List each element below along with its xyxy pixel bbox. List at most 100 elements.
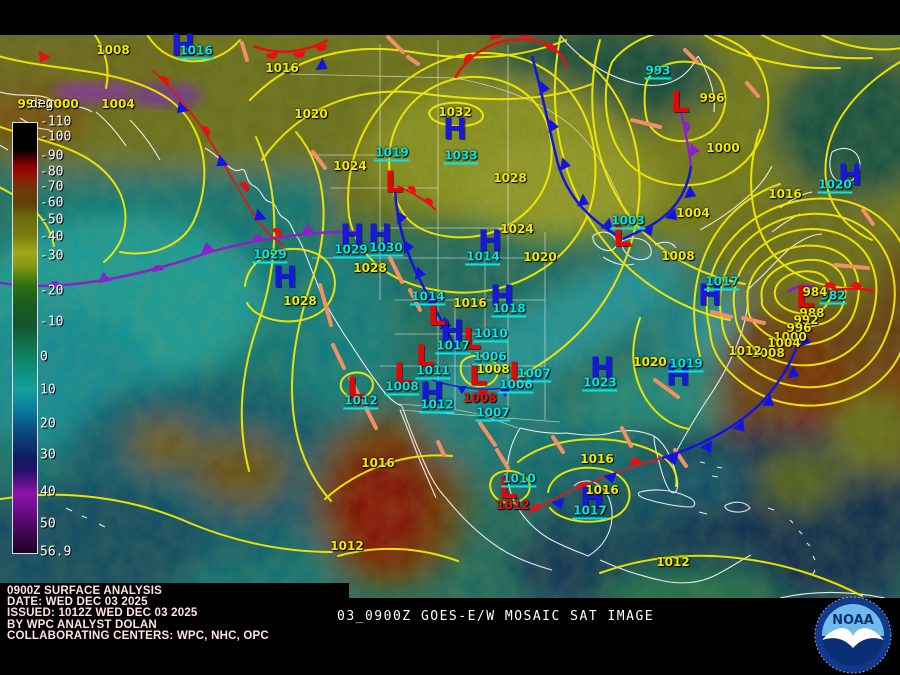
footer-line: ISSUED: 1012Z WED DEC 03 2025 <box>7 607 198 620</box>
isobar-label: 1016 <box>768 187 802 201</box>
svg-text:NOAA: NOAA <box>832 613 874 628</box>
footer-line: BY WPC ANALYST DOLAN <box>7 618 157 631</box>
satellite-image-label: 03_0900Z GOES-E/W MOSAIC SAT IMAGE <box>337 609 655 624</box>
pressure-value-label: 1014 <box>410 289 446 306</box>
high-pressure-center: H <box>339 218 365 253</box>
isobar-label: 1016 <box>265 61 299 75</box>
high-pressure-center: H <box>837 158 863 193</box>
pressure-value-label: 1012 <box>419 397 455 414</box>
isobar-label: 1012 <box>330 539 364 553</box>
isobar-label: 1032 <box>438 105 472 119</box>
pressure-value-label: 1017 <box>704 274 740 291</box>
footer-line: DATE: WED DEC 03 2025 <box>7 596 148 609</box>
isobar-label: 1004 <box>676 206 710 220</box>
colorbar-tick: 30 <box>40 447 56 463</box>
high-pressure-center: H <box>419 376 445 411</box>
low-pressure-center: L <box>468 358 488 393</box>
high-pressure-center: H <box>272 260 298 295</box>
pressure-value-label: 1030 <box>368 240 404 257</box>
pressure-value-label: 993 <box>644 63 672 80</box>
high-pressure-center: H <box>579 481 605 516</box>
isobar-label: 1028 <box>353 261 387 275</box>
colorbar-tick: -90 <box>40 148 64 164</box>
analysis-info-block: 0900Z SURFACE ANALYSIS DATE: WED DEC 03 2… <box>0 583 349 647</box>
high-pressure-center: H <box>170 28 196 63</box>
pressure-value-label: 1020 <box>817 177 853 194</box>
isobar-label: 1024 <box>333 159 367 173</box>
colorbar-tick: -110 <box>40 114 72 130</box>
low-pressure-center: L <box>462 322 482 357</box>
isobar-label: 1012 <box>496 498 530 512</box>
isobar-label: 1008 <box>661 249 695 263</box>
pressure-value-label: 1017 <box>435 338 471 355</box>
isobar-label: 992 <box>793 313 819 327</box>
pressure-value-label: 1033 <box>443 148 479 165</box>
isobar-label: 1008 <box>463 391 497 405</box>
colorbar-tick: -40 <box>40 229 64 245</box>
fronts-layer <box>0 35 875 515</box>
low-pressure-center: L <box>670 85 690 120</box>
isobar-label: 996 <box>786 321 812 335</box>
satellite-background <box>0 35 900 598</box>
high-pressure-center: H <box>697 278 723 313</box>
isobar-label: 1000 <box>706 141 740 155</box>
isobar-label: 1016 <box>580 452 614 466</box>
state-borders-layer <box>289 40 627 429</box>
isobar-label: 1008 <box>96 43 130 57</box>
pressure-value-label: 1008 <box>384 379 420 396</box>
isobar-label: 1024 <box>500 222 534 236</box>
isobar-label: 1004 <box>101 97 135 111</box>
pressure-value-label: 1017 <box>572 503 608 520</box>
footer-line: 0900Z SURFACE ANALYSIS <box>7 585 163 597</box>
top-black-bar <box>0 0 900 35</box>
colorbar-tick: -10 <box>40 314 64 330</box>
pressure-value-label: 1003 <box>610 213 646 230</box>
isobar-label: 984 <box>802 285 828 299</box>
low-pressure-center: L <box>508 356 528 391</box>
high-pressure-center: H <box>367 218 393 253</box>
isobar-label: 1020 <box>294 107 328 121</box>
high-pressure-center: H <box>665 358 691 393</box>
pressure-value-label: 1010 <box>473 326 509 343</box>
colorbar-tick: 10 <box>40 382 56 398</box>
pressure-value-label: 1023 <box>582 375 618 392</box>
pressure-value-label: 1007 <box>516 366 552 383</box>
isobar-label: 1016 <box>361 456 395 470</box>
coastline-layer <box>0 35 886 598</box>
low-pressure-center: L <box>393 357 413 392</box>
colorbar-tick: 40 <box>40 484 56 500</box>
pressure-value-label: 1006 <box>472 349 508 366</box>
pressure-value-label: 1019 <box>668 356 704 373</box>
isobar-label: 1016 <box>453 296 487 310</box>
pressure-value-label: 1019 <box>374 145 410 162</box>
pressure-value-label: 1016 <box>178 43 214 60</box>
pressure-value-label: 1014 <box>465 249 501 266</box>
isobar-label: 1012 <box>728 344 762 358</box>
isobar-label: 988 <box>799 306 825 320</box>
temperature-colorbar <box>12 122 38 554</box>
colorbar-tick: -50 <box>40 212 64 228</box>
high-pressure-center: H <box>477 224 503 259</box>
isobar-label: 1020 <box>523 250 557 264</box>
isobar-label: 1008 <box>751 346 785 360</box>
low-pressure-center: L <box>346 371 366 406</box>
isobar-label: 1008 <box>476 362 510 376</box>
colorbar-tick: -100 <box>40 129 72 145</box>
footer-line: COLLABORATING CENTERS: WPC, NHC, OPC <box>7 629 269 642</box>
colorbar-tick: 20 <box>40 416 56 432</box>
isobar-label: 1020 <box>633 355 667 369</box>
noaa-logo: NOAA <box>814 596 892 674</box>
high-pressure-center: H <box>489 279 515 314</box>
low-pressure-center: L <box>498 471 518 506</box>
low-pressure-center: L <box>415 339 435 374</box>
low-pressure-center: L <box>795 280 815 315</box>
colorbar-tick: 50 <box>40 516 56 532</box>
colorbar-tick: 0 <box>40 349 48 365</box>
isobar-label: 1000 <box>773 330 807 344</box>
colorbar-tick: -20 <box>40 283 64 299</box>
isobar-label: 996 <box>699 91 725 105</box>
colorbar-tick: -60 <box>40 195 64 211</box>
isobar-label: 1000 <box>45 97 79 111</box>
